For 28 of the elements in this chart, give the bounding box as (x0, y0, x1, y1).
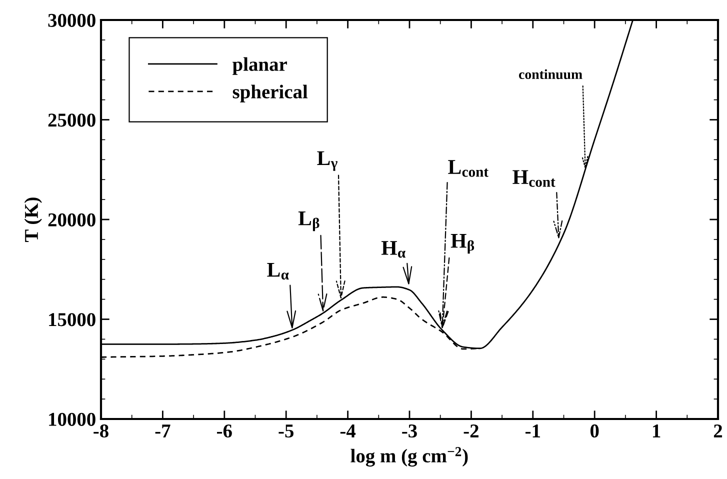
x-axis-title: log m (g cm$^{−2}$) (350, 447, 468, 467)
y-tick-label: 10000 (49, 412, 96, 426)
annotation: L$_{cont}$ (448, 160, 488, 177)
annotation: L$_{α}$ (267, 262, 289, 280)
x-tick-label: -6 (217, 424, 232, 438)
annotation: H$_{β}$ (450, 234, 474, 254)
x-tick-label: -3 (402, 424, 417, 438)
annotation: H$_{cont}$ (512, 170, 556, 187)
x-tick-label: -4 (340, 424, 356, 438)
y-tick-label: 25000 (48, 114, 96, 127)
y-tick-label: 30000 (48, 14, 96, 27)
x-tick-label: -2 (464, 424, 478, 438)
legend-label: spherical (232, 84, 308, 102)
x-tick-label: -7 (155, 424, 170, 438)
x-tick-label: -1 (526, 424, 540, 438)
x-tick-label: 2 (714, 424, 722, 438)
x-tick-label: -5 (278, 424, 294, 438)
annotation: continuum (518, 69, 582, 80)
x-tick-label: -8 (94, 424, 108, 438)
y-axis-title: T (K) (24, 198, 42, 242)
x-tick-label: 0 (590, 424, 599, 438)
annotation: H$_{α}$ (381, 241, 406, 258)
y-tick-label: 15000 (49, 313, 96, 326)
y-tick-label: 20000 (48, 213, 96, 226)
legend-label: planar (232, 57, 287, 75)
annotation: L$_{β}$ (298, 212, 320, 232)
x-tick-label: 1 (652, 424, 660, 438)
annotation: L$_{γ}$ (317, 151, 338, 171)
